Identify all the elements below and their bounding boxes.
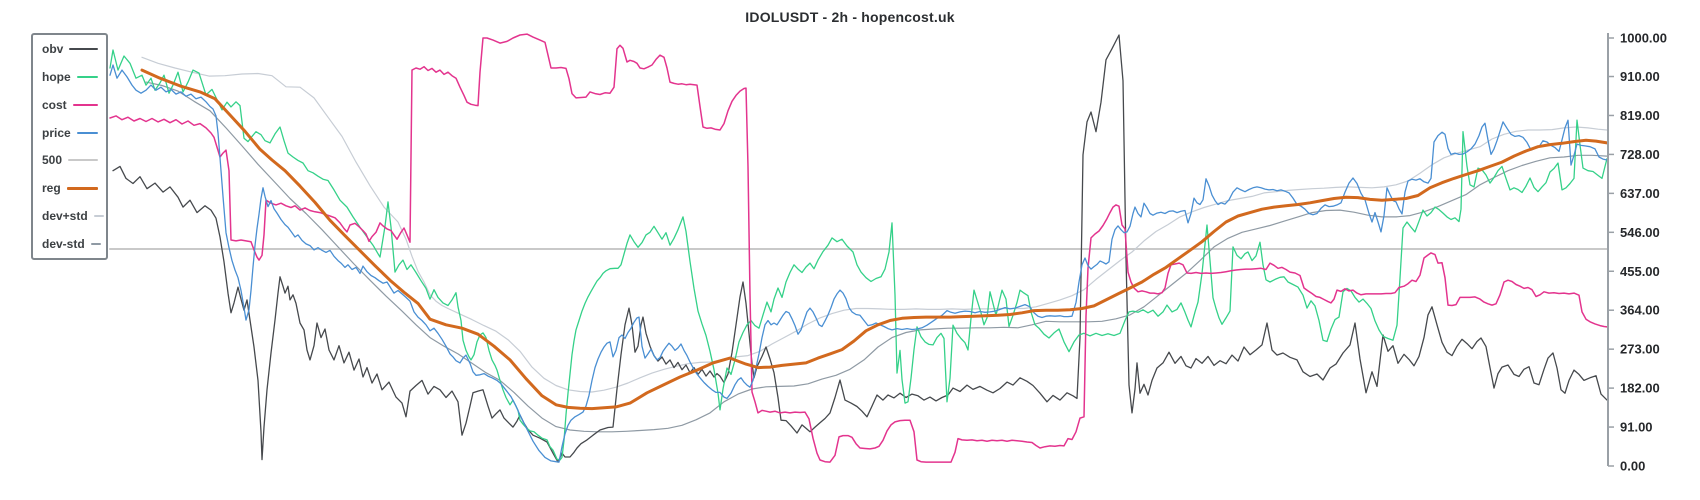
series-line-hope bbox=[109, 49, 1608, 461]
legend-item-hope: hope bbox=[42, 70, 98, 84]
series-line-reg bbox=[140, 68, 1609, 411]
y-axis-label: 0.00 bbox=[1620, 459, 1645, 474]
y-axis-label: 182.00 bbox=[1620, 381, 1660, 396]
legend-swatch-price bbox=[76, 131, 98, 134]
y-axis-label: 728.00 bbox=[1620, 147, 1660, 162]
y-axis-label: 819.00 bbox=[1620, 108, 1660, 123]
legend-swatch-reg bbox=[66, 186, 98, 190]
legend-swatch-500 bbox=[68, 159, 98, 162]
y-axis-label: 910.00 bbox=[1620, 69, 1660, 84]
legend-item-label: reg bbox=[42, 181, 61, 196]
y-axis-label: 546.00 bbox=[1620, 225, 1660, 240]
legend-item-devplusstd: dev+std bbox=[42, 209, 104, 224]
legend-swatch-cost bbox=[72, 103, 98, 106]
legend-swatch-devplusstd bbox=[93, 215, 104, 218]
y-axis: 1000.00 910.00 819.00 728.00 637.00 546.00 455… bbox=[1607, 31, 1667, 474]
chart-title: IDOLUSDT - 2h - hopencost.uk bbox=[745, 9, 955, 25]
legend-item-label: cost bbox=[42, 97, 67, 112]
series-line-price bbox=[109, 64, 1608, 463]
legend-box: obv hope cost price 500 reg dev+std dev-std bbox=[31, 33, 108, 260]
legend-item-500: 500 bbox=[42, 153, 98, 167]
y-axis-label: 91.00 bbox=[1620, 420, 1653, 435]
legend-item-reg: reg bbox=[42, 181, 98, 195]
legend-item-label: price bbox=[42, 125, 71, 140]
y-axis-label: 637.00 bbox=[1620, 186, 1660, 201]
legend-swatch-hope bbox=[76, 75, 98, 78]
legend-swatch-obv bbox=[69, 48, 98, 50]
series-line-cost bbox=[109, 33, 1608, 463]
legend-item-label: 500 bbox=[42, 153, 63, 168]
y-axis-label: 455.00 bbox=[1620, 264, 1660, 279]
legend-swatch-devminusstd bbox=[90, 242, 101, 245]
legend-item-label: dev-std bbox=[42, 236, 85, 251]
legend-item-price: price bbox=[42, 126, 98, 140]
series-line-dev+std bbox=[141, 56, 1608, 393]
legend-item-cost: cost bbox=[42, 98, 98, 112]
series-line-obv bbox=[112, 34, 1608, 463]
legend-item-label: obv bbox=[42, 42, 64, 56]
legend-item-obv: obv bbox=[42, 42, 98, 56]
y-axis-label: 273.00 bbox=[1620, 342, 1660, 357]
legend-item-devminusstd: dev-std bbox=[42, 236, 101, 251]
y-axis-label: 1000.00 bbox=[1620, 31, 1667, 46]
series-line-dev-std bbox=[145, 81, 1608, 433]
legend-item-label: dev+std bbox=[42, 209, 88, 224]
y-axis-label: 364.00 bbox=[1620, 303, 1660, 318]
legend-item-label: hope bbox=[42, 69, 71, 84]
